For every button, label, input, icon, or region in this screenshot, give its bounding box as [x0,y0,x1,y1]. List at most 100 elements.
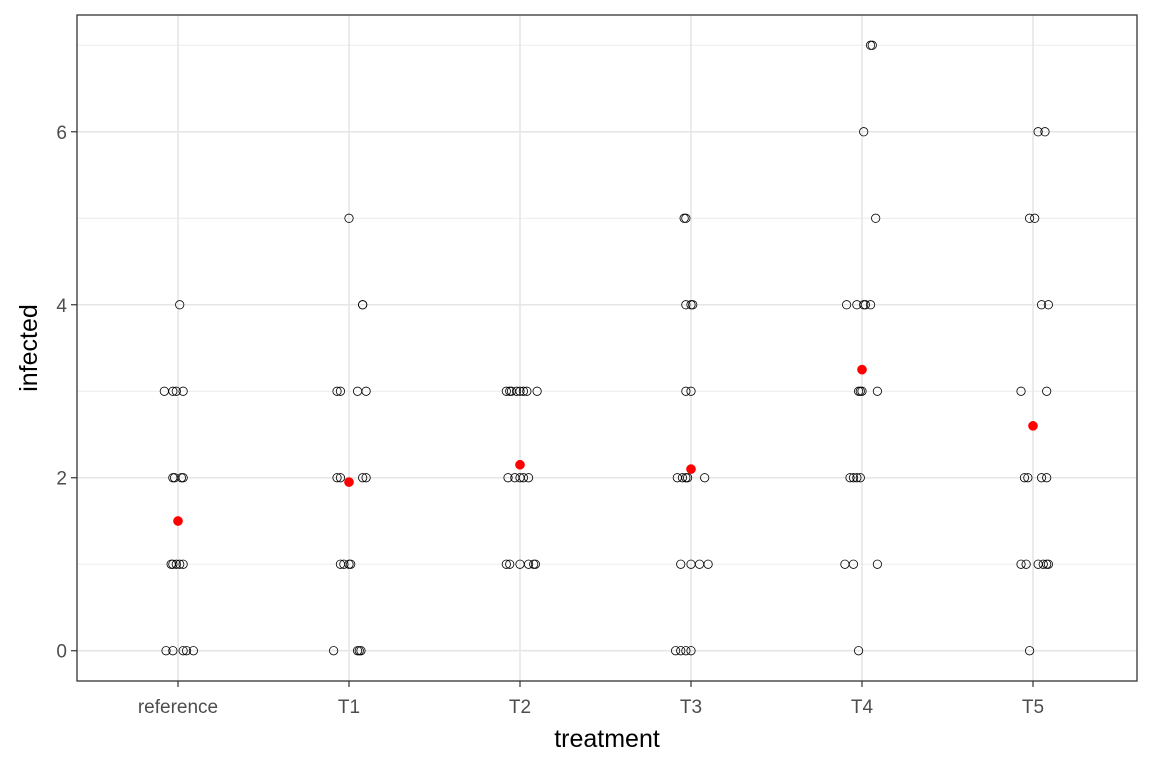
data-point [361,386,371,396]
mean-point [173,516,183,526]
minor-gridlines [77,44,1137,565]
y-tick-label: 6 [56,123,67,144]
data-point [1024,646,1035,656]
data-point [1016,559,1026,569]
data-point [171,386,181,396]
data-point [859,127,869,137]
data-point [505,559,515,569]
x-tick-label: T3 [680,697,702,718]
data-point [845,473,855,483]
data-point [518,386,529,396]
data-point [518,473,529,483]
data-point [530,559,540,569]
data-point [335,473,346,483]
data-point [852,473,862,483]
data-point [181,646,192,656]
data-point [848,559,859,569]
mean-point [515,459,525,470]
data-point [681,213,691,223]
data-point [332,386,342,396]
data-point [1023,473,1033,483]
data-point [171,559,181,569]
data-point [855,473,865,483]
data-point [356,646,366,656]
x-axis-title: treatment [554,725,660,753]
data-point [860,300,871,310]
data-points [159,40,1053,656]
x-tick-label: reference [138,697,218,718]
y-tick-label: 4 [56,296,67,317]
data-point [681,386,691,396]
data-point [871,213,881,223]
data-point [503,473,513,483]
panel-border [76,14,1138,682]
data-point [682,473,693,483]
data-point [168,646,178,656]
data-point [188,646,198,656]
mean-point [686,464,696,474]
data-point [1019,473,1030,483]
data-point [1036,473,1047,483]
data-point [161,646,171,656]
data-point [1021,559,1031,569]
data-point [865,40,876,50]
data-point [175,300,185,310]
data-point [676,646,686,656]
y-tick-label: 2 [56,469,67,490]
x-tick-label: T5 [1022,697,1044,718]
data-point [344,213,354,223]
x-axis-ticks: reference T1 T2 T3 T4 T5 [138,681,1044,718]
data-point [168,386,178,396]
data-point [857,386,867,396]
data-point [703,559,713,569]
data-point [853,646,864,656]
data-point [1043,300,1053,310]
x-tick-label: T4 [851,697,874,718]
data-point [671,646,681,656]
data-point [329,646,339,656]
data-point [1036,300,1047,310]
data-point [676,559,686,569]
data-point [1033,127,1043,137]
data-point [346,559,356,569]
mean-point [344,477,354,487]
data-point [361,473,371,483]
data-point [686,646,696,656]
data-point [501,386,511,396]
data-point [700,473,710,483]
y-axis-ticks: 0 2 4 6 [56,123,77,663]
data-point [1030,213,1040,223]
data-point [686,386,696,396]
data-point [872,559,882,569]
data-point [681,300,691,310]
data-point [532,386,542,396]
y-axis-title: infected [15,304,43,392]
data-point [522,386,532,396]
data-point [1024,213,1035,223]
data-point [1042,386,1052,396]
data-point [677,473,688,483]
data-point [178,646,188,656]
major-gridlines [77,15,1137,681]
data-point [523,559,534,569]
data-point [848,473,859,483]
x-tick-label: T2 [509,697,531,718]
data-point [511,386,522,396]
data-point [1040,127,1050,137]
data-point [358,473,368,483]
data-point [175,559,185,569]
data-point [178,559,188,569]
data-point [515,386,525,396]
data-point [358,300,368,310]
x-tick-label: T1 [338,697,360,718]
data-point [168,559,178,569]
data-point [681,646,691,656]
data-point [1016,386,1026,396]
data-point [178,473,188,483]
y-tick-label: 0 [56,642,67,663]
data-point [1038,559,1048,569]
data-point [1043,559,1053,569]
data-point [339,559,349,569]
data-point [688,300,698,310]
